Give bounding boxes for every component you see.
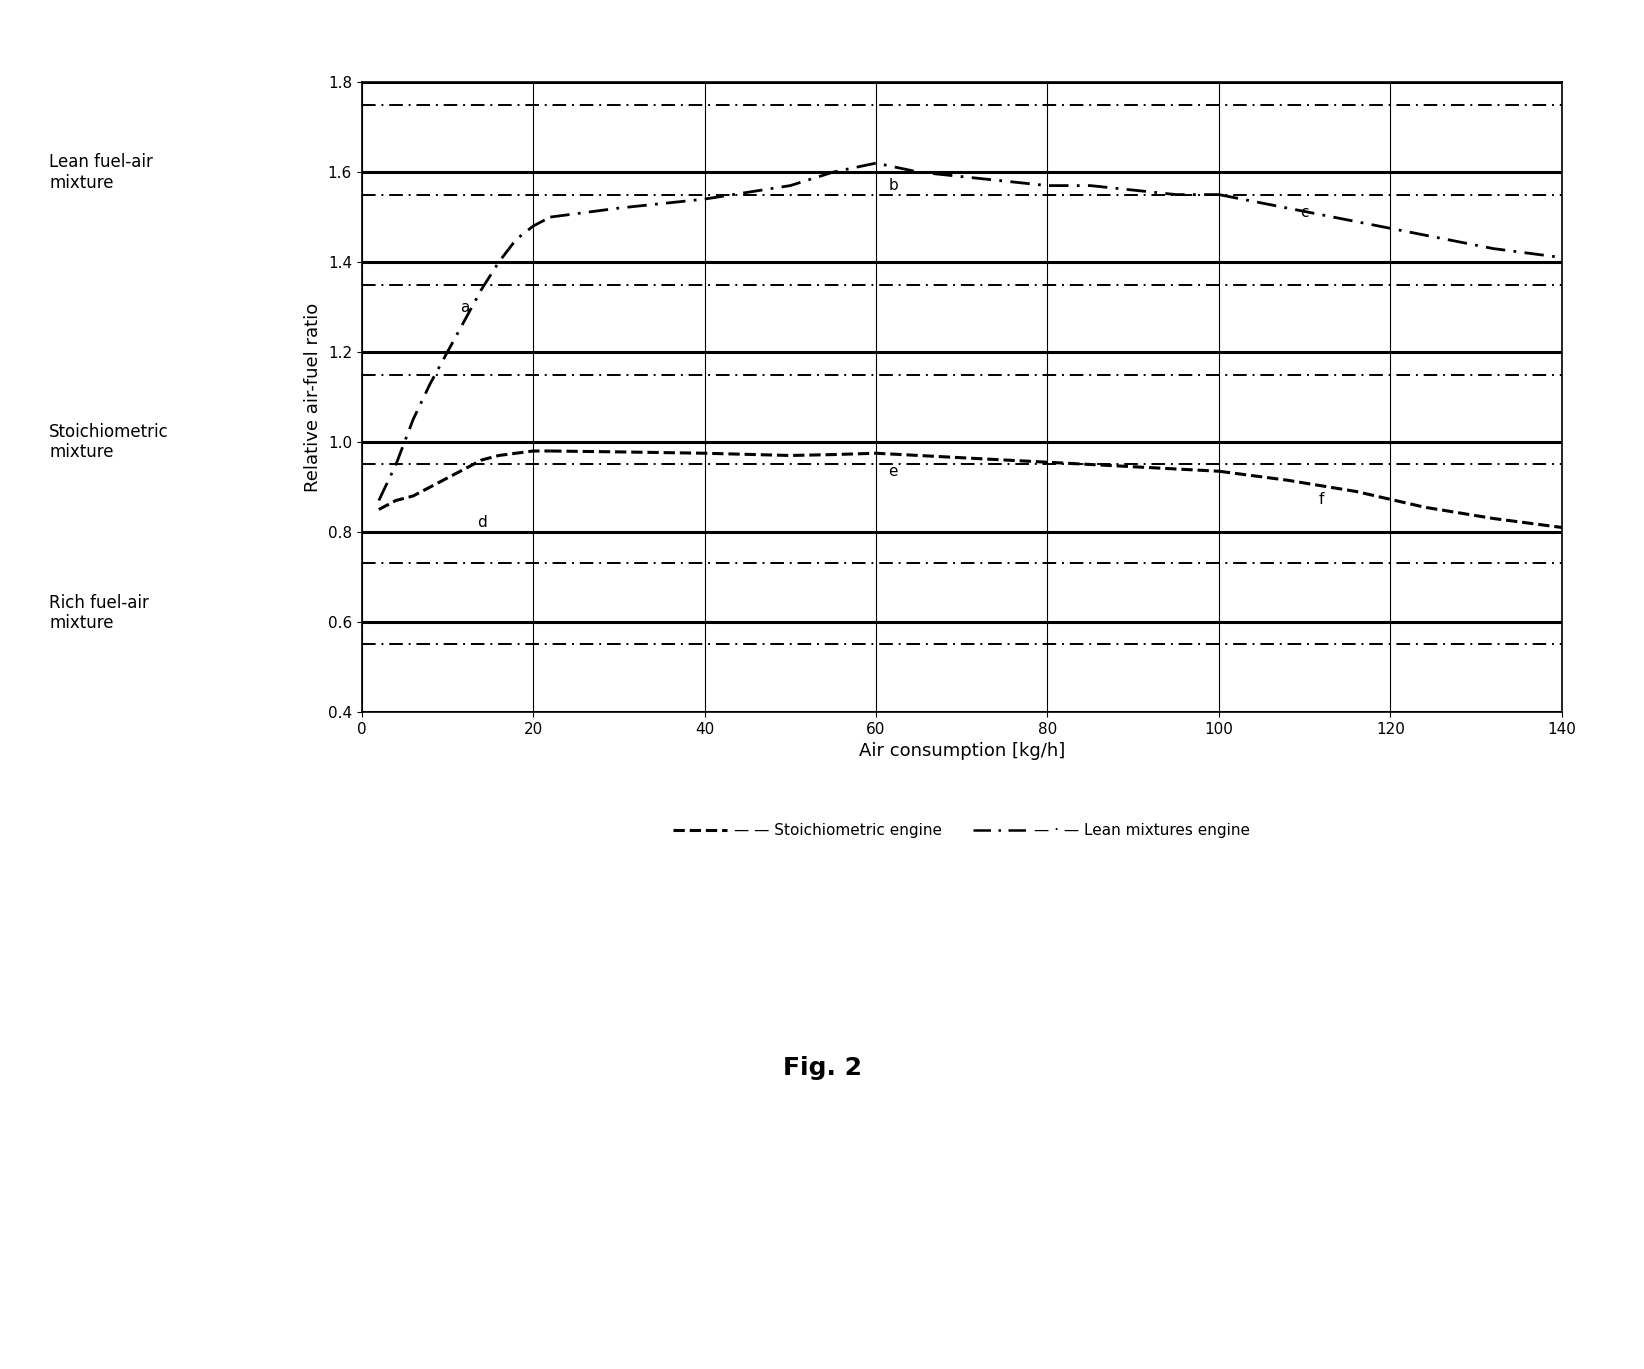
- Y-axis label: Relative air-fuel ratio: Relative air-fuel ratio: [304, 303, 322, 491]
- Text: d: d: [477, 516, 487, 530]
- Text: Rich fuel-air
mixture: Rich fuel-air mixture: [49, 594, 150, 632]
- Text: Lean fuel-air
mixture: Lean fuel-air mixture: [49, 153, 153, 192]
- Text: c: c: [1300, 205, 1309, 220]
- Text: e: e: [888, 464, 898, 479]
- Text: Stoichiometric
mixture: Stoichiometric mixture: [49, 423, 169, 461]
- Text: Fig. 2: Fig. 2: [783, 1055, 861, 1080]
- Text: f: f: [1318, 491, 1325, 507]
- Legend: — — Stoichiometric engine, — · — Lean mixtures engine: — — Stoichiometric engine, — · — Lean mi…: [667, 817, 1256, 845]
- Text: a: a: [460, 300, 469, 315]
- Text: b: b: [888, 178, 898, 193]
- X-axis label: Air consumption [kg/h]: Air consumption [kg/h]: [858, 742, 1065, 760]
